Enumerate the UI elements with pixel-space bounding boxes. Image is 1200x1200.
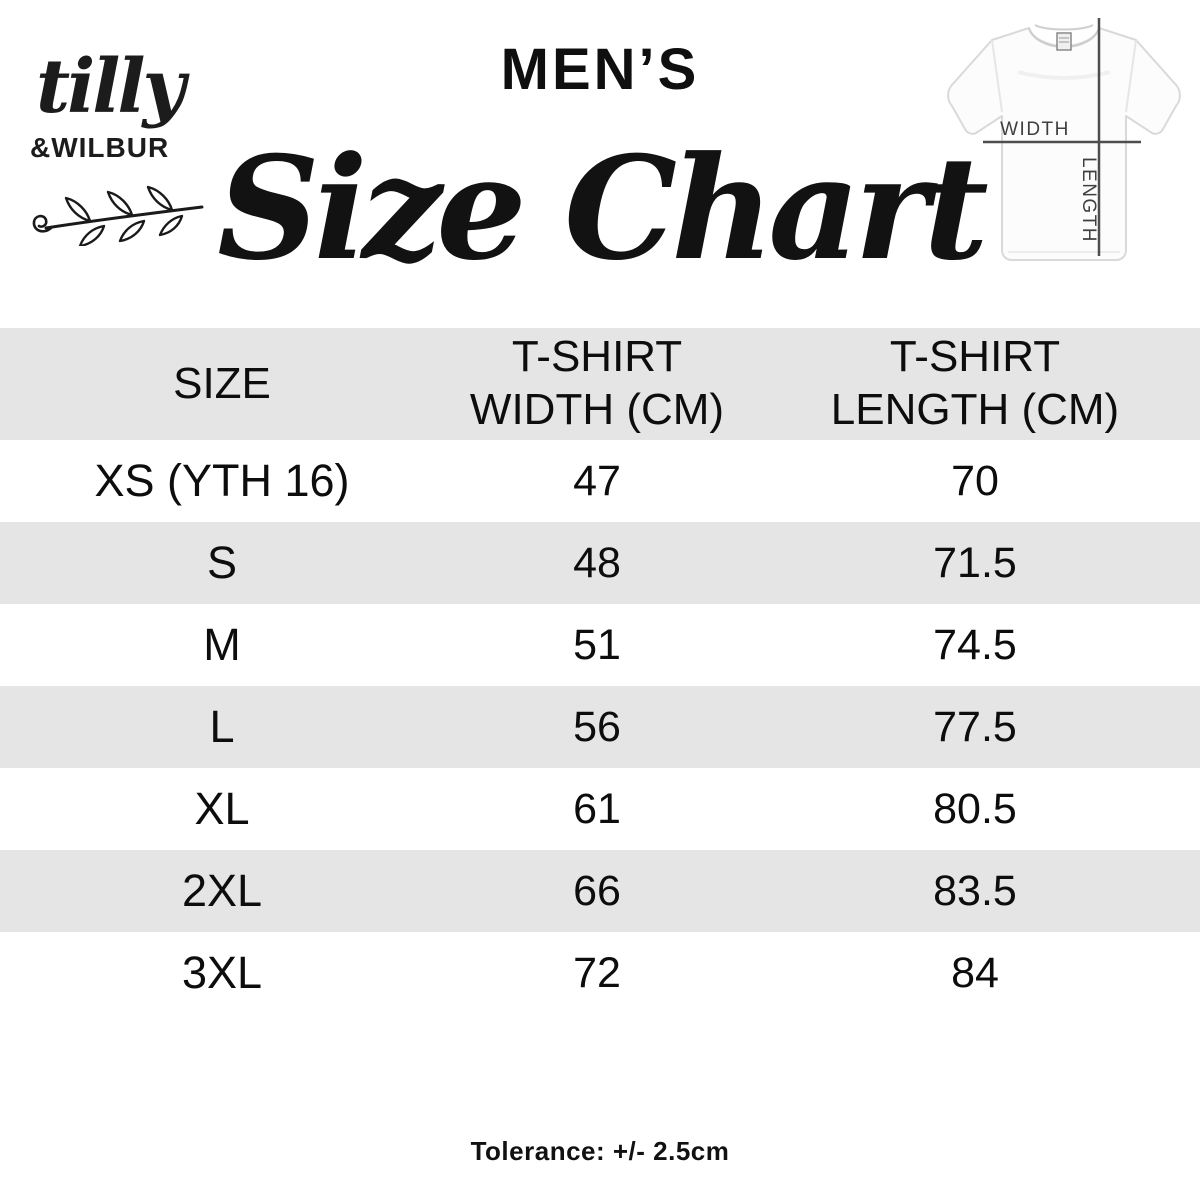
table-row: M 51 74.5 <box>0 604 1200 686</box>
page-title: Size Chart <box>217 126 989 292</box>
size-cell: L <box>209 701 235 752</box>
length-cell: 77.5 <box>933 702 1017 751</box>
column-header-length: T-SHIRT LENGTH (CM) <box>830 332 1120 434</box>
width-cell: 66 <box>573 866 621 915</box>
size-table: SIZE T-SHIRT WIDTH (CM) T-SHIRT LENGTH (… <box>0 328 1200 1014</box>
brand-name-script: tilly <box>36 44 186 130</box>
width-cell: 48 <box>573 538 621 587</box>
size-cell: 2XL <box>181 865 263 916</box>
length-cell: 83.5 <box>933 866 1017 915</box>
category-title: MEN’S <box>500 37 700 102</box>
table-row: S 48 71.5 <box>0 522 1200 604</box>
column-header-size: SIZE <box>173 358 271 408</box>
width-cell: 56 <box>573 702 621 751</box>
size-cell: S <box>206 537 237 588</box>
size-cell: 3XL <box>181 947 263 998</box>
width-cell: 47 <box>573 456 621 505</box>
length-label: LENGTH <box>1078 157 1099 243</box>
tolerance-note: Tolerance: +/- 2.5cm <box>470 1136 730 1166</box>
table-row: 2XL 66 83.5 <box>0 850 1200 932</box>
size-cell: M <box>203 619 241 670</box>
width-label: WIDTH <box>1000 119 1070 140</box>
size-cell: XS (YTH 16) <box>94 455 350 506</box>
table-header-row: SIZE T-SHIRT WIDTH (CM) T-SHIRT LENGTH (… <box>0 328 1200 440</box>
laurel-branch-icon <box>32 185 204 246</box>
width-cell: 51 <box>573 620 621 669</box>
table-row: XS (YTH 16) 47 70 <box>0 440 1200 522</box>
length-cell: 71.5 <box>933 538 1017 587</box>
tshirt-illustration <box>947 27 1181 261</box>
column-header-width: T-SHIRT WIDTH (CM) <box>469 332 725 434</box>
table-row: XL 61 80.5 <box>0 768 1200 850</box>
brand-name-sub: &WILBUR <box>30 132 170 163</box>
length-cell: 80.5 <box>933 784 1017 833</box>
table-row: L 56 77.5 <box>0 686 1200 768</box>
width-cell: 61 <box>573 784 621 833</box>
tshirt-diagram: WIDTH LENGTH <box>947 18 1181 261</box>
width-cell: 72 <box>573 948 621 997</box>
table-row: 3XL 72 84 <box>0 932 1200 1014</box>
size-cell: XL <box>194 783 250 834</box>
length-cell: 70 <box>951 456 999 505</box>
length-cell: 74.5 <box>933 620 1017 669</box>
length-cell: 84 <box>951 948 999 997</box>
brand-logo: tilly &WILBUR <box>30 44 240 246</box>
